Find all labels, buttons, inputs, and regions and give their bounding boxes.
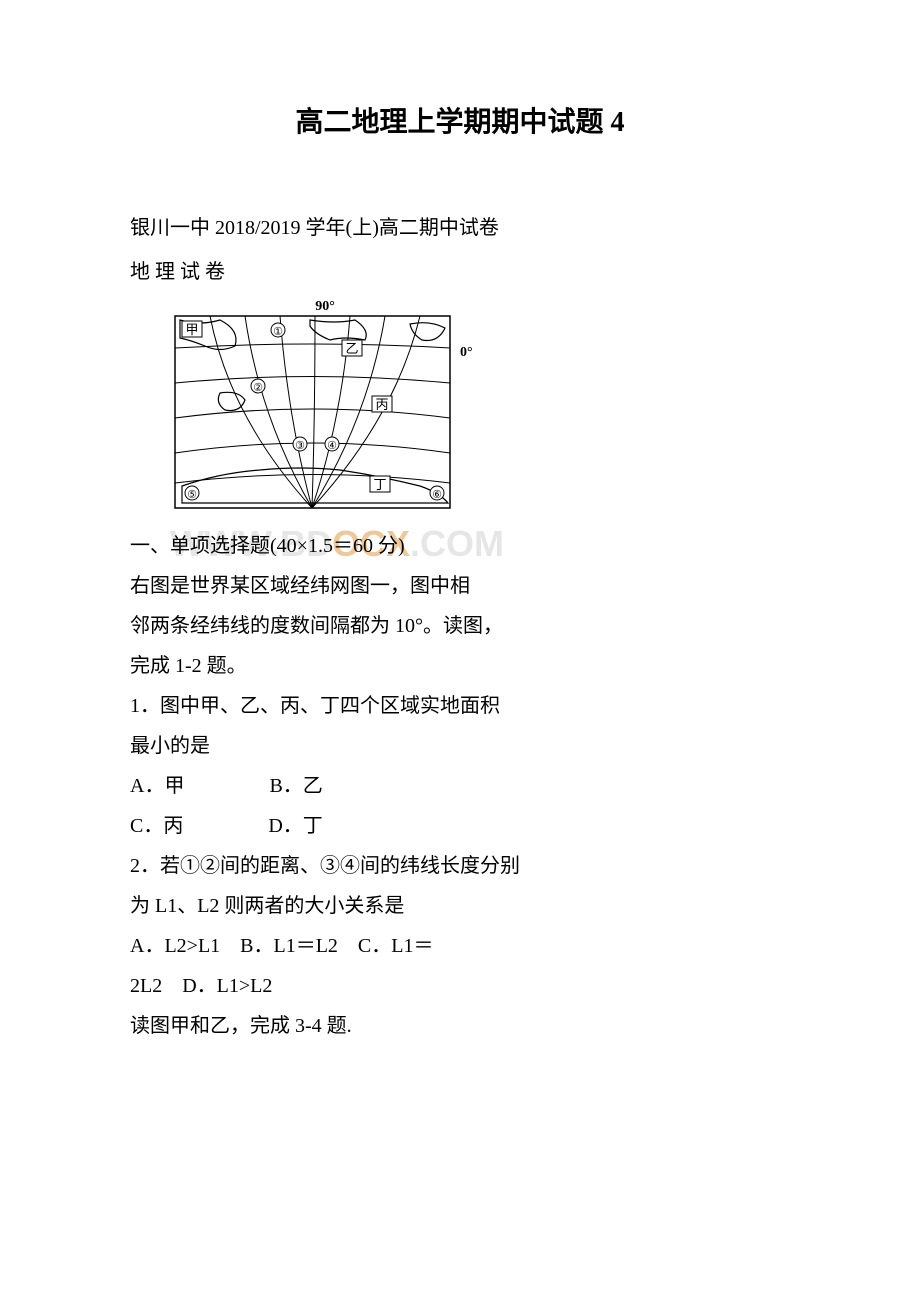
document-container: 高二地理上学期期中试题 4 银川一中 2018/2019 学年(上)高二期中试卷… (130, 100, 790, 1046)
svg-text:丁: 丁 (373, 477, 386, 492)
q1-options-2: C．丙 D．丁 (130, 806, 790, 846)
svg-text:④: ④ (327, 440, 337, 452)
svg-text:0°: 0° (460, 345, 473, 360)
q1-options-1: A．甲 B．乙 (130, 766, 790, 806)
svg-text:⑥: ⑥ (432, 489, 442, 501)
q2-options-2: 2L2 D．L1>L2 (130, 966, 790, 1006)
q1-line-2: 最小的是 (130, 726, 790, 766)
section1-header: 一、单项选择题(40×1.5＝60 分) (130, 526, 790, 566)
intro-line-1: 右图是世界某区域经纬网图一，图中相 (130, 566, 790, 606)
document-content: 银川一中 2018/2019 学年(上)高二期中试卷 地 理 试 卷 90° 0… (130, 210, 790, 1046)
page-title: 高二地理上学期期中试题 4 (130, 100, 790, 140)
svg-text:90°: 90° (315, 299, 335, 314)
q2-line-1: 2．若①②间的距离、③④间的纬线长度分别 (130, 846, 790, 886)
q1-line-1: 1．图中甲、乙、丙、丁四个区域实地面积 (130, 686, 790, 726)
svg-text:①: ① (273, 326, 283, 338)
subject-label: 地 理 试 卷 (130, 254, 790, 290)
svg-text:③: ③ (295, 440, 305, 452)
svg-text:⑤: ⑤ (187, 489, 197, 501)
q2-line-2: 为 L1、L2 则两者的大小关系是 (130, 886, 790, 926)
intro-line-2: 邻两条经纬线的度数间隔都为 10°。读图， (130, 606, 790, 646)
svg-text:②: ② (253, 382, 263, 394)
section-with-watermark: WWW.BDOCX.COM 一、单项选择题(40×1.5＝60 分) 右图是世界… (130, 526, 790, 606)
svg-text:甲: 甲 (185, 322, 198, 337)
svg-text:乙: 乙 (345, 341, 358, 356)
intro2: 读图甲和乙，完成 3-4 题. (130, 1006, 790, 1046)
subtitle: 银川一中 2018/2019 学年(上)高二期中试卷 (130, 210, 790, 246)
intro-line-3: 完成 1-2 题。 (130, 646, 790, 686)
map-figure: 90° 0° (170, 298, 790, 518)
svg-text:丙: 丙 (375, 397, 388, 412)
q2-options-1: A．L2>L1 B．L1＝L2 C．L1＝ (130, 926, 790, 966)
